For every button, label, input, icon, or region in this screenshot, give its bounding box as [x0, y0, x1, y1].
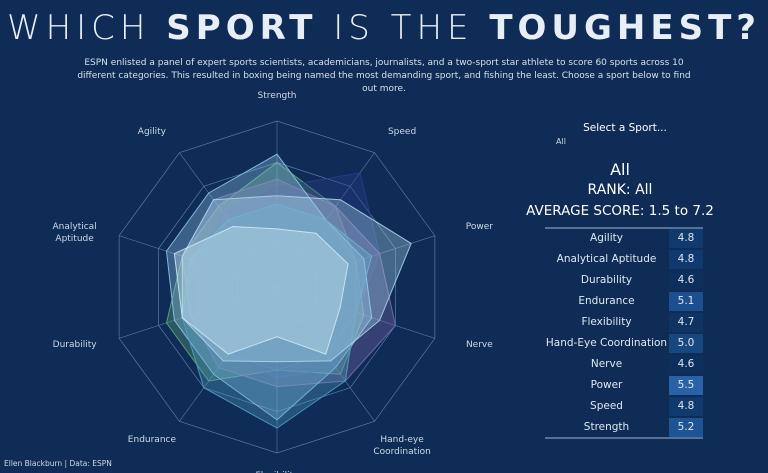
row-label: Analytical Aptitude	[556, 253, 657, 265]
row-score: 5.5	[669, 376, 703, 395]
sport-polygon	[181, 195, 412, 363]
axis-label: Power	[465, 222, 493, 233]
sport-name: All	[610, 160, 630, 179]
row-label: Nerve	[590, 358, 623, 370]
table-row: Flexibility 4.7	[545, 312, 703, 333]
title-part: TOUGHEST?	[489, 8, 762, 48]
table-row: Speed 4.8	[545, 396, 703, 417]
axis-label: Analytical Aptitude	[52, 222, 97, 245]
axis-label: Hand-eye Coordination	[373, 434, 431, 457]
row-score: 4.6	[669, 355, 703, 374]
axis-label: Flexibility	[237, 470, 317, 473]
row-label: Endurance	[578, 295, 635, 307]
row-label: Flexibility	[581, 316, 632, 328]
average-score: AVERAGE SCORE: 1.5 to 7.2	[526, 203, 714, 219]
table-row: Durability 4.6	[545, 270, 703, 291]
row-label: Power	[590, 379, 623, 391]
row-score: 4.8	[669, 397, 703, 416]
row-label: Agility	[590, 232, 623, 244]
spoke	[119, 286, 278, 339]
title-part: IS THE	[317, 8, 490, 48]
intro: ESPN enlisted a panel of expert sports s…	[77, 58, 691, 94]
row-label: Strength	[583, 421, 630, 433]
row-score: 4.6	[669, 271, 703, 290]
axis-label: Strength	[257, 91, 297, 101]
row-score: 5.0	[669, 334, 703, 353]
title: WHICH SPORT IS THE TOUGHEST?	[0, 8, 768, 48]
selector-label: Select a Sport...	[583, 122, 667, 134]
axis-label: Endurance	[127, 434, 177, 445]
sport-polygon	[181, 203, 373, 429]
title-part: SPORT	[166, 8, 318, 48]
row-label: Durability	[580, 274, 633, 286]
sport-dropdown[interactable]: All	[556, 137, 566, 146]
table-row: Strength 5.2	[545, 417, 703, 438]
row-score: 5.2	[669, 418, 703, 437]
table-row: Power 5.5	[545, 375, 703, 396]
axis-label: Durability	[52, 339, 97, 350]
title-part: WHICH	[6, 8, 167, 48]
row-score: 4.8	[669, 229, 703, 248]
table-row: Hand-Eye Coordination 5.0	[545, 333, 703, 354]
axis-label: Agility	[137, 127, 167, 138]
sport-polygon	[173, 226, 349, 355]
table-row: Analytical Aptitude 4.8	[545, 249, 703, 270]
rank: RANK: All	[587, 182, 653, 198]
table-row: Agility 4.8	[545, 228, 703, 249]
axis-label: Nerve	[465, 339, 493, 350]
footer: Ellen Blackburn | Data: ESPN	[4, 459, 112, 468]
row-score: 4.8	[669, 250, 703, 269]
row-label: Speed	[590, 400, 623, 412]
sport-polygon	[165, 153, 373, 421]
row-score: 5.1	[669, 292, 703, 311]
table-row: Nerve 4.6	[545, 354, 703, 375]
table-row: Endurance 5.1	[545, 291, 703, 312]
row-score: 4.7	[669, 313, 703, 332]
row-label: Hand-Eye Coordination	[545, 337, 668, 349]
axis-label: Speed	[387, 127, 417, 138]
